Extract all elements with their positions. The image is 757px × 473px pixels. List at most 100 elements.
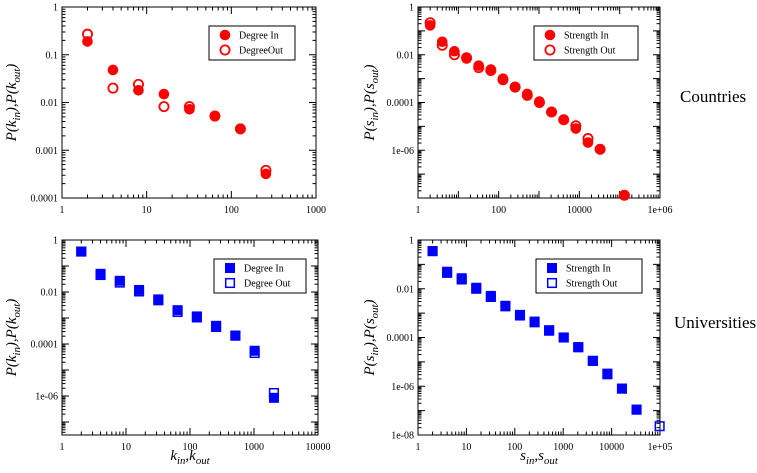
- x-tick-label: 100: [491, 205, 506, 216]
- data-point: [448, 49, 460, 61]
- data-point: [442, 266, 453, 277]
- y-tick-label: 1e-06: [35, 391, 58, 402]
- data-point: [594, 143, 606, 155]
- series-strength-in: [427, 246, 642, 415]
- data-point: [172, 306, 183, 318]
- legend-marker: [544, 29, 556, 41]
- y-axis-label: P(sin),P(sout): [362, 300, 381, 377]
- data-point: [260, 168, 272, 180]
- row-label-universities: Universities: [674, 313, 757, 332]
- data-point: [436, 36, 448, 48]
- x-tick-label: 1000: [306, 205, 326, 216]
- legend-label: Degree Out: [244, 279, 291, 290]
- data-point: [235, 123, 246, 135]
- series-strength-out: [427, 246, 665, 432]
- data-point: [107, 64, 119, 76]
- y-tick-label: 0.0001: [31, 194, 59, 205]
- data-point: [631, 404, 642, 415]
- x-tick-label: 1000: [244, 442, 264, 453]
- legend-marker: [219, 44, 231, 56]
- chart-countries-degree: 1 10 100 1000 0.0001 0.001 0.01 0.1 1 P(kin),P(ko…: [4, 3, 326, 217]
- data-point: [134, 286, 145, 297]
- data-point: [573, 342, 584, 353]
- data-point: [602, 369, 613, 380]
- y-tick-label: 1e-06: [391, 382, 414, 393]
- data-point: [587, 355, 598, 366]
- legend-label: Degree In: [244, 264, 284, 275]
- data-point: [461, 52, 473, 64]
- legend: Degree In DegreeOut: [208, 25, 296, 61]
- data-point: [153, 295, 164, 306]
- data-point: [449, 45, 460, 57]
- data-point: [76, 246, 87, 257]
- data-point: [546, 106, 558, 118]
- x-axis-label: sin,sout: [520, 448, 559, 467]
- data-point: [134, 284, 145, 295]
- x-tick-label: 10: [142, 205, 152, 216]
- chart-countries-strength: 1 100 10000 1e+06 1e-06 0.0001 0.01 1 P(sin),P(s…: [362, 3, 673, 217]
- x-tick-label: 100: [183, 442, 198, 453]
- y-tick-label: 1: [53, 3, 58, 14]
- data-point: [95, 269, 106, 281]
- data-point: [558, 114, 569, 126]
- chart-universities-strength: 1 10 100 1000 10000 1e+05 1e-08 1e-06 0.0001 0.01…: [362, 236, 673, 468]
- data-point: [471, 282, 482, 293]
- y-tick-label: 1e-08: [391, 431, 414, 442]
- legend-marker: [225, 263, 235, 273]
- data-point: [618, 189, 630, 201]
- x-tick-label: 1: [416, 442, 421, 453]
- y-tick-label: 1e-06: [391, 146, 414, 157]
- data-point: [427, 246, 438, 257]
- legend-marker: [224, 277, 236, 289]
- y-tick-label: 0.0001: [387, 98, 415, 109]
- x-tick-label: 10000: [567, 205, 592, 216]
- data-point: [456, 273, 467, 284]
- data-point: [211, 321, 222, 333]
- data-point: [424, 17, 436, 29]
- y-tick-label: 0.0001: [31, 339, 59, 350]
- data-point: [209, 110, 221, 122]
- y-axis-label: P(sin),P(sout): [362, 65, 381, 142]
- x-tick-label: 10000: [306, 442, 331, 453]
- data-point: [456, 274, 467, 285]
- x-tick-label: 100: [224, 205, 239, 216]
- y-tick-label: 0.01: [41, 287, 59, 298]
- legend: Degree In Degree Out: [213, 258, 307, 294]
- legend-marker: [547, 263, 557, 273]
- y-tick-label: 0.01: [397, 50, 415, 61]
- data-point: [184, 104, 195, 115]
- data-point: [473, 62, 485, 74]
- legend-label: Strength Out: [564, 46, 616, 57]
- data-point: [514, 309, 525, 320]
- data-point: [619, 189, 630, 201]
- x-tick-label: 1000: [553, 442, 573, 453]
- data-point: [442, 267, 453, 278]
- data-point: [230, 330, 241, 341]
- data-point: [654, 421, 665, 432]
- data-point: [514, 310, 526, 321]
- data-point: [570, 120, 582, 132]
- series-degree-out: [76, 246, 279, 399]
- data-point: [230, 330, 241, 341]
- data-point: [249, 347, 260, 359]
- y-tick-label: 0.1: [46, 50, 59, 61]
- data-point: [76, 246, 87, 257]
- data-point: [268, 387, 279, 399]
- data-point: [497, 74, 509, 86]
- data-point: [509, 81, 521, 93]
- legend-label: Strength In: [566, 264, 611, 275]
- y-tick-label: 1: [409, 3, 414, 14]
- data-point: [631, 404, 642, 415]
- x-tick-label: 10: [121, 442, 131, 453]
- data-point: [500, 301, 511, 312]
- data-point: [191, 311, 202, 322]
- data-point: [211, 320, 222, 331]
- data-point: [509, 81, 521, 93]
- data-point: [107, 82, 119, 94]
- legend-label: Strength In: [564, 31, 609, 42]
- x-tick-label: 10000: [599, 442, 624, 453]
- series-degree-in: [82, 36, 272, 180]
- data-point: [471, 283, 482, 294]
- data-point: [529, 317, 540, 328]
